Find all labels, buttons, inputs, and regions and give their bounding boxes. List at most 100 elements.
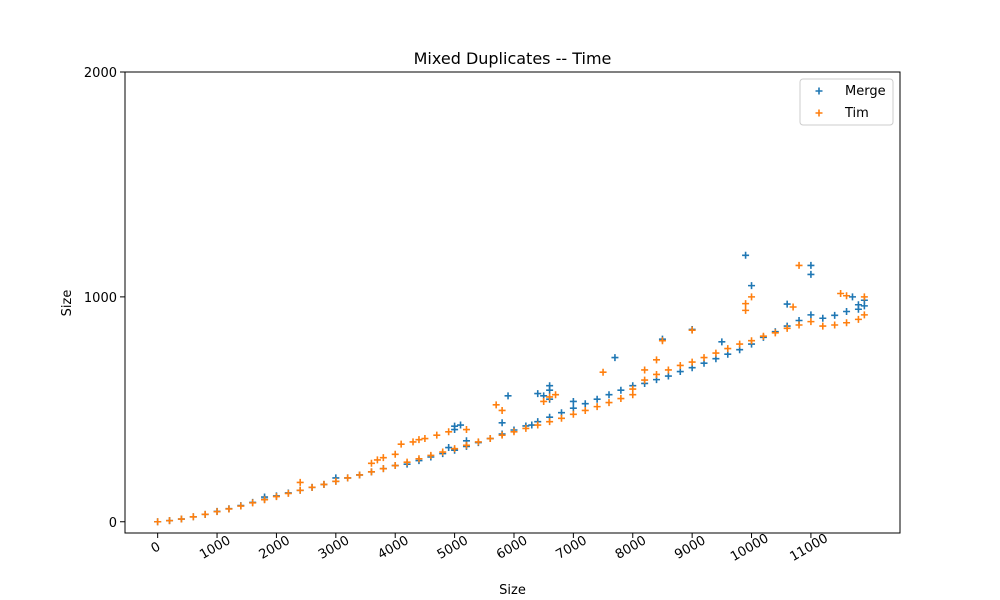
- data-point-tim: [522, 424, 530, 432]
- data-point-tim: [344, 474, 352, 482]
- data-point-tim: [534, 421, 542, 429]
- series-tim: [154, 261, 868, 526]
- data-point-tim: [486, 435, 494, 443]
- data-point-tim: [605, 399, 613, 407]
- y-tick-label: 2000: [84, 66, 117, 81]
- data-point-merge: [676, 368, 684, 376]
- data-point-merge: [718, 338, 726, 346]
- data-point-tim: [860, 293, 868, 301]
- data-point-merge: [664, 372, 672, 380]
- data-point-tim: [783, 324, 791, 332]
- legend-label-tim: Tim: [844, 106, 869, 121]
- data-point-tim: [462, 426, 470, 434]
- data-point-merge: [445, 444, 453, 452]
- data-point-tim: [225, 505, 233, 513]
- data-point-tim: [843, 319, 851, 327]
- data-point-tim: [599, 368, 607, 376]
- data-point-merge: [498, 419, 506, 427]
- data-point-tim: [712, 349, 720, 357]
- data-point-merge: [748, 282, 756, 290]
- y-axis: 0 1000 2000: [84, 66, 125, 531]
- data-point-tim: [427, 451, 435, 459]
- chart-title: Mixed Duplicates -- Time: [414, 49, 612, 68]
- data-point-tim: [445, 428, 453, 436]
- data-point-tim: [379, 454, 387, 462]
- data-point-tim: [356, 471, 364, 479]
- data-point-tim: [724, 345, 732, 353]
- data-point-tim: [510, 428, 518, 436]
- data-point-tim: [860, 311, 868, 319]
- data-point-tim: [237, 502, 245, 510]
- data-point-merge: [581, 400, 589, 408]
- data-point-merge: [617, 386, 625, 394]
- data-point-tim: [421, 435, 429, 443]
- data-point-tim: [391, 462, 399, 470]
- data-point-tim: [249, 499, 257, 507]
- data-point-tim: [569, 410, 577, 418]
- data-point-tim: [843, 292, 851, 300]
- data-point-tim: [593, 403, 601, 411]
- y-tick-label: 0: [109, 516, 117, 531]
- data-point-tim: [373, 456, 381, 464]
- data-point-tim: [415, 436, 423, 444]
- data-point-tim: [688, 358, 696, 366]
- data-point-tim: [492, 401, 500, 409]
- data-point-tim: [819, 322, 827, 330]
- data-point-tim: [759, 332, 767, 340]
- data-point-merge: [457, 421, 465, 429]
- data-point-tim: [439, 448, 447, 456]
- data-point-tim: [498, 431, 506, 439]
- data-point-tim: [641, 376, 649, 384]
- y-axis-label: Size: [60, 290, 75, 317]
- y-tick-label: 1000: [84, 291, 117, 306]
- data-point-tim: [397, 440, 405, 448]
- data-point-tim: [284, 489, 292, 497]
- data-point-tim: [367, 459, 375, 467]
- data-point-tim: [807, 318, 815, 326]
- data-point-tim: [629, 385, 637, 393]
- data-point-merge: [611, 354, 619, 362]
- data-point-tim: [700, 354, 708, 362]
- data-point-tim: [154, 518, 162, 526]
- data-point-tim: [296, 478, 304, 486]
- data-point-tim: [795, 321, 803, 329]
- data-point-tim: [272, 493, 280, 501]
- data-point-merge: [807, 261, 815, 269]
- data-point-tim: [296, 486, 304, 494]
- data-point-tim: [742, 300, 750, 308]
- data-point-tim: [748, 337, 756, 345]
- data-point-merge: [546, 382, 554, 390]
- data-point-tim: [379, 465, 387, 473]
- data-point-merge: [569, 404, 577, 412]
- data-point-tim: [201, 510, 209, 518]
- data-point-merge: [807, 311, 815, 319]
- data-point-merge: [742, 251, 750, 259]
- data-point-merge: [854, 301, 862, 309]
- data-point-tim: [658, 337, 666, 345]
- data-point-tim: [409, 438, 417, 446]
- data-point-merge: [528, 421, 536, 429]
- legend-box: [799, 78, 894, 126]
- data-point-tim: [451, 445, 459, 453]
- data-point-merge: [504, 392, 512, 400]
- data-point-tim: [213, 508, 221, 516]
- data-point-tim: [789, 303, 797, 311]
- data-point-tim: [854, 315, 862, 323]
- plot-marks: [154, 251, 868, 526]
- data-point-merge: [593, 395, 601, 403]
- data-point-tim: [837, 290, 845, 298]
- data-point-tim: [653, 356, 661, 364]
- legend-label-merge: Merge: [845, 84, 886, 99]
- data-point-tim: [166, 517, 174, 525]
- data-point-tim: [688, 326, 696, 334]
- data-point-tim: [177, 515, 185, 523]
- data-point-merge: [843, 307, 851, 315]
- data-point-merge: [534, 390, 542, 398]
- data-point-tim: [557, 414, 565, 422]
- data-point-merge: [807, 270, 815, 278]
- data-point-tim: [546, 418, 554, 426]
- data-point-tim: [546, 393, 554, 401]
- legend-marker-tim: [815, 109, 823, 117]
- data-point-tim: [641, 366, 649, 374]
